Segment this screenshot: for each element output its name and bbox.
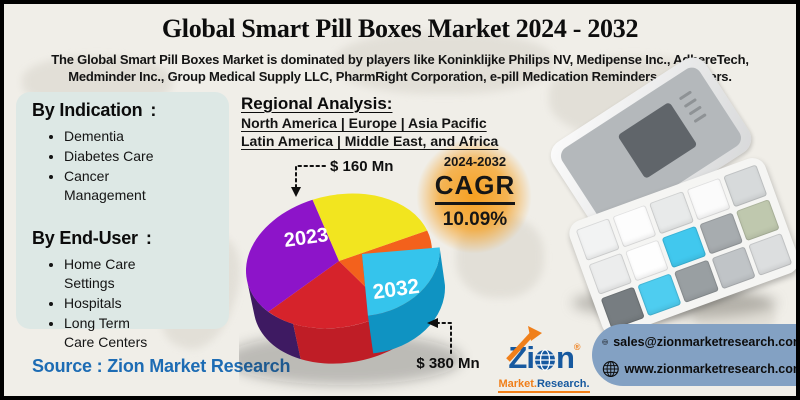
description-line-2: Medminder Inc., Group Medical Supply LLC… xyxy=(68,69,732,84)
zion-logo: Zi n® Market.Research. xyxy=(484,326,604,393)
pie-slice-2023 xyxy=(246,199,339,312)
source-text: Source : Zion Market Research xyxy=(32,356,291,376)
cagr-period: 2024-2032 xyxy=(443,154,507,169)
by-indication-list: Dementia Diabetes Care Cancer Management xyxy=(32,127,229,205)
pie-slice-2032-group xyxy=(362,247,445,354)
pill-compartment xyxy=(711,246,756,290)
contact-email-row[interactable]: sales@zionmarketresearch.com xyxy=(602,330,800,354)
by-indication-heading: By Indication: xyxy=(32,100,229,121)
annotation-arrow-380 xyxy=(436,322,452,354)
list-item: Long Term Care Centers xyxy=(64,314,229,352)
page-description: The Global Smart Pill Boxes Market is do… xyxy=(4,51,796,85)
by-end-user-label: By End-User xyxy=(32,228,138,248)
pill-compartment xyxy=(637,273,682,317)
annotation-arrow-160 xyxy=(295,165,326,190)
regional-analysis-heading: Regional Analysis: xyxy=(241,94,393,113)
logo-arrow-icon xyxy=(506,326,543,362)
pill-box-screen xyxy=(617,101,698,180)
pie-rim-purple xyxy=(247,280,301,360)
cagr-badge: 2024-2032 CAGR 10.09% xyxy=(410,154,540,231)
by-end-user-heading: By End-User: xyxy=(32,228,229,249)
pie-chart: 2023 2032 $ 160 Mn $ 380 Mn xyxy=(239,158,480,385)
tagline-market: Market. xyxy=(498,378,537,390)
logo-globe-icon xyxy=(534,349,555,371)
cagr-value: 10.09% xyxy=(442,209,508,230)
annotation-160mn: $ 160 Mn xyxy=(330,158,393,175)
registered-mark: ® xyxy=(573,342,581,352)
logo-text-post: n xyxy=(555,340,575,375)
by-end-user-colon: : xyxy=(145,228,152,248)
pill-compartment xyxy=(748,233,793,277)
website-globe-icon xyxy=(602,360,619,377)
arrow-head-160-icon xyxy=(291,187,301,197)
pill-compartment xyxy=(723,164,768,208)
description-line-1: The Global Smart Pill Boxes Market is do… xyxy=(51,52,749,67)
list-item: Hospitals xyxy=(64,294,229,313)
map-shape xyxy=(334,32,554,94)
contact-website-row[interactable]: www.zionmarketresearch.com xyxy=(602,357,800,381)
regional-analysis: Regional Analysis: North America | Europ… xyxy=(241,94,498,150)
arrow-head-380-icon xyxy=(427,318,438,328)
pie-body xyxy=(246,193,440,364)
list-item: Cancer Management xyxy=(64,167,229,205)
list-item: Home Care Settings xyxy=(64,255,229,293)
pill-compartment xyxy=(575,217,620,261)
tagline-research: Research. xyxy=(536,378,590,390)
list-item: Dementia xyxy=(64,127,229,146)
pill-compartment xyxy=(612,204,657,248)
regional-analysis-line-1: North America | Europe | Asia Pacific xyxy=(241,115,487,131)
by-indication-colon: : xyxy=(150,100,157,120)
logo-tagline: Market.Research. xyxy=(498,378,590,393)
cagr-label: CAGR xyxy=(434,170,516,205)
zion-logo-wordmark: Zi n® xyxy=(506,326,581,375)
pill-compartment xyxy=(649,191,694,234)
pill-compartment xyxy=(686,177,731,221)
pie-slice-2032 xyxy=(362,247,440,316)
pill-box-vents xyxy=(678,90,707,124)
annotation-380mn: $ 380 Mn xyxy=(416,355,479,372)
by-indication-label: By Indication xyxy=(32,100,143,120)
smart-pill-box-image xyxy=(544,51,796,340)
page-title: Global Smart Pill Boxes Market 2024 - 20… xyxy=(161,14,639,43)
contact-website[interactable]: www.zionmarketresearch.com xyxy=(624,361,800,376)
regional-analysis-line-2: Latin America | Middle East, and Africa xyxy=(241,133,499,149)
contact-email[interactable]: sales@zionmarketresearch.com xyxy=(613,334,800,349)
segmentation-panel: By Indication: Dementia Diabetes Care Ca… xyxy=(16,92,229,350)
pie-slice-red xyxy=(268,261,391,329)
pill-compartment xyxy=(674,260,719,303)
list-item: Diabetes Care xyxy=(64,147,229,166)
pie-rim-cyan xyxy=(367,247,445,354)
pie-slice-yellow xyxy=(312,193,428,261)
contact-card: sales@zionmarketresearch.com www.zionmar… xyxy=(592,324,800,386)
by-end-user-list: Home Care Settings Hospitals Long Term C… xyxy=(32,255,229,352)
email-icon xyxy=(602,338,608,345)
